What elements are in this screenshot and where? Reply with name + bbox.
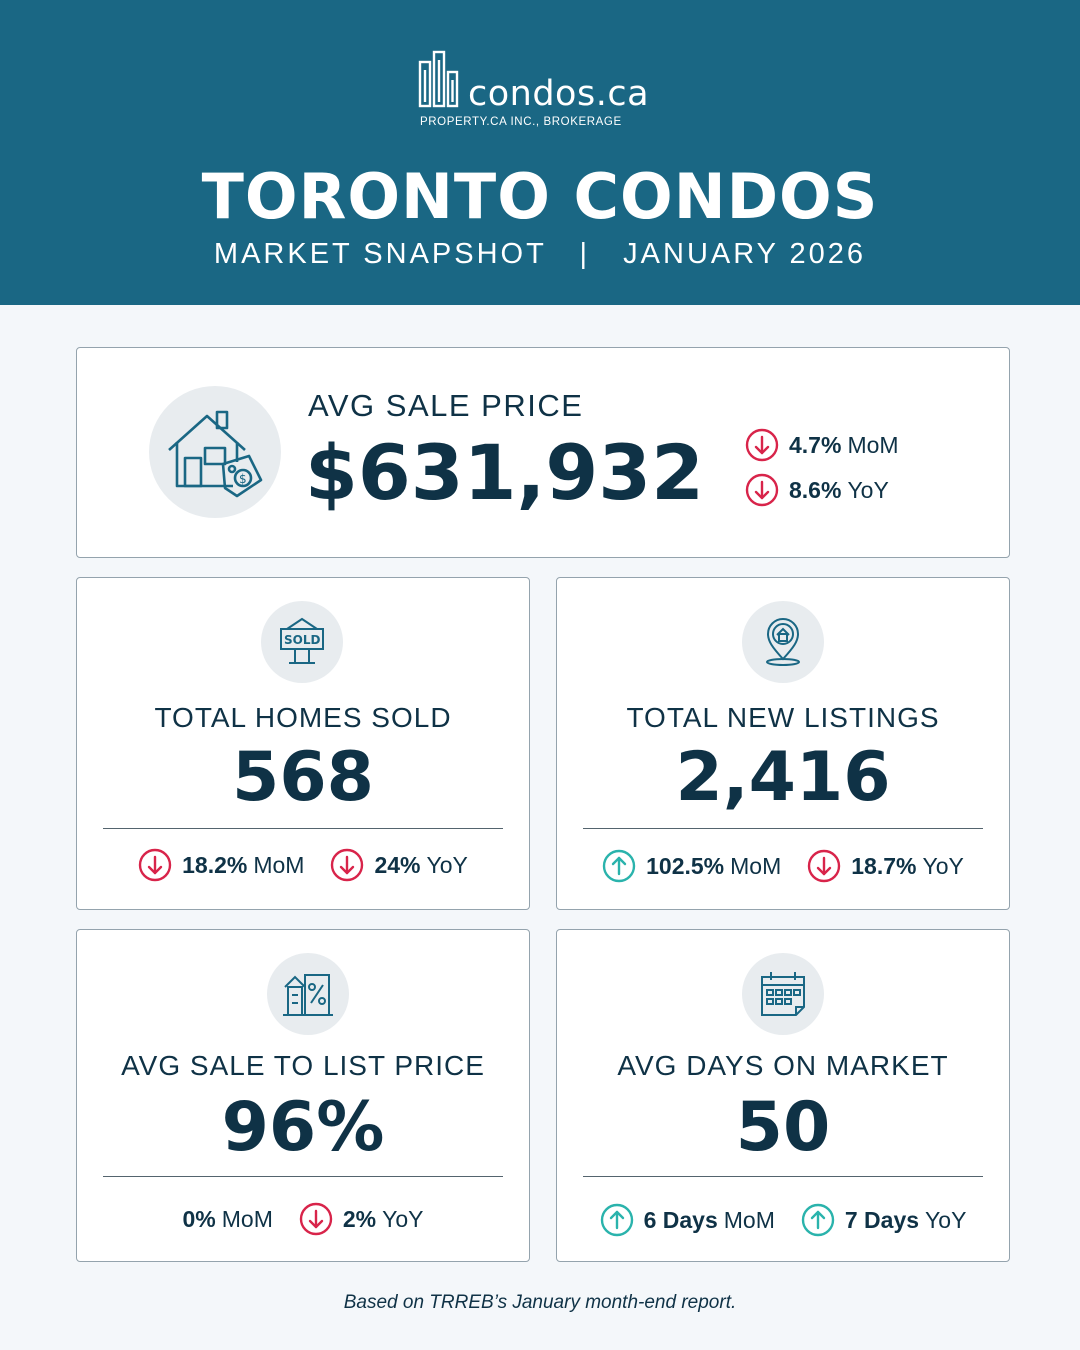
stat-value: 0% <box>182 1205 216 1232</box>
stat-value: 7 Days <box>844 1206 920 1233</box>
svg-text:$: $ <box>239 472 247 486</box>
up-arrow-icon <box>801 1203 835 1237</box>
up-arrow-icon <box>602 849 636 883</box>
homes-sold-yoy: 24% YoY <box>330 848 468 882</box>
new-listings-stats: 102.5% MoM 18.7% YoY <box>557 849 1009 883</box>
house-location-pin-icon <box>742 601 824 683</box>
brand-name: condos.ca <box>468 74 650 114</box>
stat-period: YoY <box>925 1206 967 1233</box>
calendar-icon <box>742 953 824 1035</box>
stat-period: MoM <box>221 1205 273 1232</box>
homes-sold-card: SOLD TOTAL HOMES SOLD 568 18.2% MoM 24% … <box>76 577 530 910</box>
days-on-market-value: 50 <box>735 1088 831 1167</box>
homes-sold-mom: 18.2% MoM <box>138 848 304 882</box>
stat-value: 2% <box>342 1205 377 1232</box>
days-on-market-card: AVG DAYS ON MARKET 50 6 Days MoM 7 Days … <box>556 929 1010 1262</box>
days-on-market-yoy: 7 Days YoY <box>801 1203 967 1237</box>
stat-period: MoM <box>730 852 782 879</box>
down-arrow-icon <box>807 849 841 883</box>
down-arrow-icon <box>138 848 172 882</box>
new-listings-label: TOTAL NEW LISTINGS <box>626 702 940 733</box>
days-on-market-mom: 6 Days MoM <box>600 1203 775 1237</box>
stat-period: YoY <box>922 852 964 879</box>
stat-value: 6 Days <box>643 1206 718 1233</box>
sale-to-list-label: AVG SALE TO LIST PRICE <box>121 1050 485 1081</box>
sale-to-list-yoy: 2% YoY <box>299 1202 424 1236</box>
brand-subtitle: PROPERTY.CA INC., BROKERAGE <box>420 116 622 128</box>
stat-period: YoY <box>382 1205 424 1232</box>
sale-to-list-mom: 0% MoM <box>183 1206 273 1233</box>
down-arrow-icon <box>745 428 779 462</box>
days-on-market-stats: 6 Days MoM 7 Days YoY <box>557 1203 1009 1237</box>
stat-period: YoY <box>847 476 889 503</box>
days-on-market-label: AVG DAYS ON MARKET <box>617 1050 949 1081</box>
stat-value: 18.7% <box>851 852 917 879</box>
source-note: Based on TRREB’s January month-end repor… <box>343 1292 737 1313</box>
avg-sale-price-value: $631,932 <box>305 428 705 517</box>
buildings-logo-icon <box>418 50 459 108</box>
stat-value: 24% <box>374 851 421 878</box>
divider <box>103 828 503 829</box>
homes-sold-value: 568 <box>232 738 374 817</box>
stat-period: MoM <box>253 851 305 878</box>
avg-sale-price-mom: 4.7% MoM <box>745 428 899 462</box>
new-listings-card: TOTAL NEW LISTINGS 2,416 102.5% MoM 18.7… <box>556 577 1010 910</box>
divider <box>103 1176 503 1177</box>
stat-value: 8.6% <box>789 476 842 503</box>
stat-period: YoY <box>426 851 468 878</box>
header-banner: condos.ca PROPERTY.CA INC., BROKERAGE TO… <box>0 0 1080 305</box>
down-arrow-icon <box>299 1202 333 1236</box>
up-arrow-icon <box>600 1203 634 1237</box>
brand-logo: condos.ca PROPERTY.CA INC., BROKERAGE <box>418 50 658 132</box>
down-arrow-icon <box>745 473 779 507</box>
stat-value: 4.7% <box>789 431 842 458</box>
new-listings-mom: 102.5% MoM <box>602 849 781 883</box>
homes-sold-label: TOTAL HOMES SOLD <box>154 702 452 733</box>
avg-sale-price-label: AVG SALE PRICE <box>308 388 584 423</box>
page-subtitle: MARKET SNAPSHOT | JANUARY 2026 <box>213 238 867 270</box>
sale-to-list-stats: 0% MoM 2% YoY <box>77 1202 529 1236</box>
svg-text:SOLD: SOLD <box>284 633 320 647</box>
avg-sale-price-card: $ AVG SALE PRICE $631,932 4.7% MoM 8.6% … <box>76 347 1010 558</box>
stat-period: MoM <box>847 431 899 458</box>
divider <box>583 828 983 829</box>
sold-sign-icon: SOLD <box>261 601 343 683</box>
new-listings-value: 2,416 <box>675 738 891 817</box>
sale-to-list-value: 96% <box>221 1088 385 1167</box>
down-arrow-icon <box>330 848 364 882</box>
stat-value: 18.2% <box>182 851 248 878</box>
divider <box>583 1176 983 1177</box>
new-listings-yoy: 18.7% YoY <box>807 849 964 883</box>
sale-to-list-card: AVG SALE TO LIST PRICE 96% 0% MoM 2% YoY <box>76 929 530 1262</box>
stat-value: 102.5% <box>646 852 725 879</box>
building-percent-icon <box>267 953 349 1035</box>
stat-period: MoM <box>723 1206 775 1233</box>
homes-sold-stats: 18.2% MoM 24% YoY <box>77 848 529 882</box>
house-price-tag-icon: $ <box>149 386 281 518</box>
page-title: TORONTO CONDOS <box>201 160 879 233</box>
avg-sale-price-yoy: 8.6% YoY <box>745 473 889 507</box>
